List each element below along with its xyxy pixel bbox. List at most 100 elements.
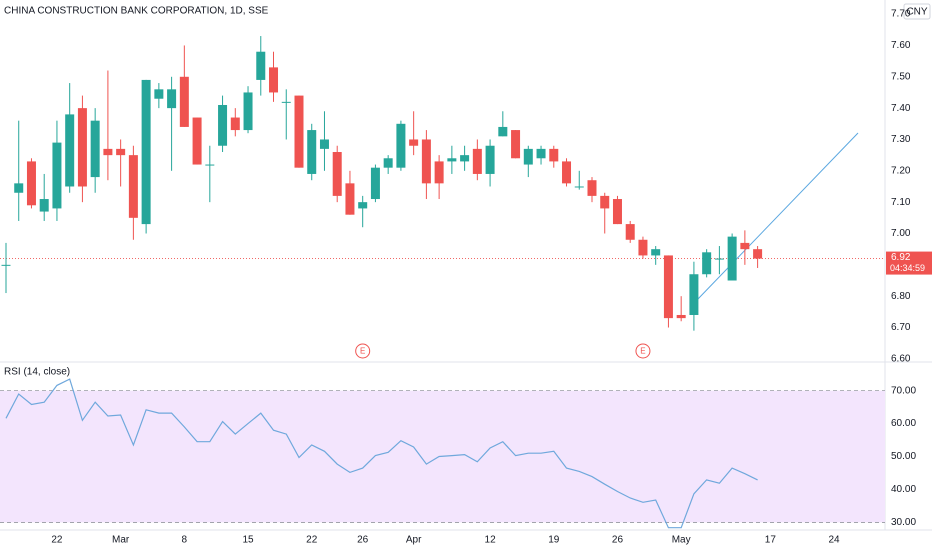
x-tick-label: 17 [765, 535, 777, 546]
candle-body [154, 89, 164, 99]
trend-line[interactable] [696, 132, 859, 301]
candle-body [638, 239, 648, 256]
y-tick-label: 7.30 [891, 134, 911, 145]
candle-body [65, 114, 75, 187]
earnings-marker[interactable] [635, 343, 651, 359]
candle-body [103, 148, 113, 156]
candle-body [447, 158, 457, 162]
y-tick-label: 50.00 [891, 451, 916, 462]
candle-body [676, 314, 686, 319]
candle-body [383, 158, 393, 168]
candle-body [689, 274, 699, 315]
candle-body [663, 255, 673, 319]
candle-body [307, 130, 317, 174]
y-tick-label: 6.70 [891, 322, 911, 333]
candle-body [740, 242, 750, 250]
candle-body [192, 117, 202, 165]
candle-body [230, 117, 240, 131]
candle-body [460, 155, 470, 162]
candle-body [141, 79, 151, 225]
candle-body [587, 180, 597, 196]
candle-body [179, 76, 189, 127]
y-tick-label: 7.50 [891, 71, 911, 82]
earnings-label: E [640, 347, 645, 356]
candle-body [319, 139, 329, 149]
candle-body [52, 142, 62, 209]
candle-body [332, 152, 342, 196]
candle-body [612, 199, 622, 225]
candle-body [116, 148, 126, 156]
candle-body [485, 145, 495, 174]
y-tick-label: 6.60 [891, 354, 911, 365]
candle-body [651, 249, 661, 256]
currency-badge[interactable] [903, 3, 931, 20]
candle-body [574, 186, 584, 188]
candle-body [370, 167, 380, 200]
candle-body [218, 104, 228, 146]
y-tick-label: 7.70 [891, 9, 911, 20]
y-tick-label: 7.20 [891, 165, 911, 176]
candle-body [345, 183, 355, 215]
candle-body [358, 202, 368, 209]
candle-body [90, 120, 100, 178]
candle-body [269, 67, 279, 93]
candle-body [26, 161, 36, 206]
x-tick-label: May [672, 535, 691, 546]
candle-body [128, 155, 138, 218]
x-tick-label: Apr [406, 535, 422, 546]
y-tick-label: 7.40 [891, 103, 911, 114]
candle-body [523, 148, 533, 165]
candle-body [625, 224, 635, 240]
y-tick-label: 60.00 [891, 418, 916, 429]
candle-body [536, 148, 546, 159]
x-tick-label: 15 [242, 535, 254, 546]
candle-body [205, 164, 215, 166]
candle-body [562, 161, 572, 184]
candle-body [472, 148, 482, 174]
candle-body [714, 258, 724, 260]
candle-body [77, 108, 87, 187]
currency-label: CNY [906, 7, 927, 18]
chart-title: CHINA CONSTRUCTION BANK CORPORATION, 1D,… [4, 6, 269, 17]
last-price-label: 6.92 [891, 252, 911, 263]
earnings-label: E [360, 347, 365, 356]
candle-body [167, 89, 177, 109]
candle-body [243, 92, 253, 131]
candle-body [1, 264, 11, 266]
y-tick-label: 7.10 [891, 197, 911, 208]
candle-body [434, 161, 444, 184]
candle-body [281, 101, 291, 103]
earnings-marker[interactable] [355, 343, 371, 359]
candle-body [727, 236, 737, 281]
countdown-label: 04:34:59 [890, 263, 925, 273]
candle-body [14, 183, 24, 193]
x-tick-label: 26 [612, 535, 624, 546]
y-tick-label: 6.80 [891, 291, 911, 302]
y-tick-label: 40.00 [891, 484, 916, 495]
candle-body [498, 126, 508, 137]
candle-body [256, 51, 266, 80]
candle-body [702, 252, 712, 275]
x-tick-label: 19 [548, 535, 560, 546]
x-tick-label: 22 [51, 535, 63, 546]
x-tick-label: Mar [112, 535, 130, 546]
x-tick-label: 24 [828, 535, 840, 546]
rsi-line [5, 378, 758, 529]
candle-body [600, 195, 610, 209]
candle-body [396, 123, 406, 168]
candle-body [39, 199, 49, 212]
y-tick-label: 70.00 [891, 385, 916, 396]
y-tick-label: 7.00 [891, 228, 911, 239]
rsi-title: RSI (14, close) [4, 367, 70, 378]
y-tick-label: 30.00 [891, 517, 916, 528]
candle-body [294, 95, 304, 168]
x-tick-label: 8 [182, 535, 188, 546]
y-tick-label: 7.60 [891, 40, 911, 51]
x-tick-label: 12 [485, 535, 497, 546]
x-tick-label: 26 [357, 535, 369, 546]
candle-body [421, 139, 431, 184]
last-price-box [886, 251, 932, 275]
candle-body [511, 130, 521, 159]
candle-body [753, 249, 763, 259]
